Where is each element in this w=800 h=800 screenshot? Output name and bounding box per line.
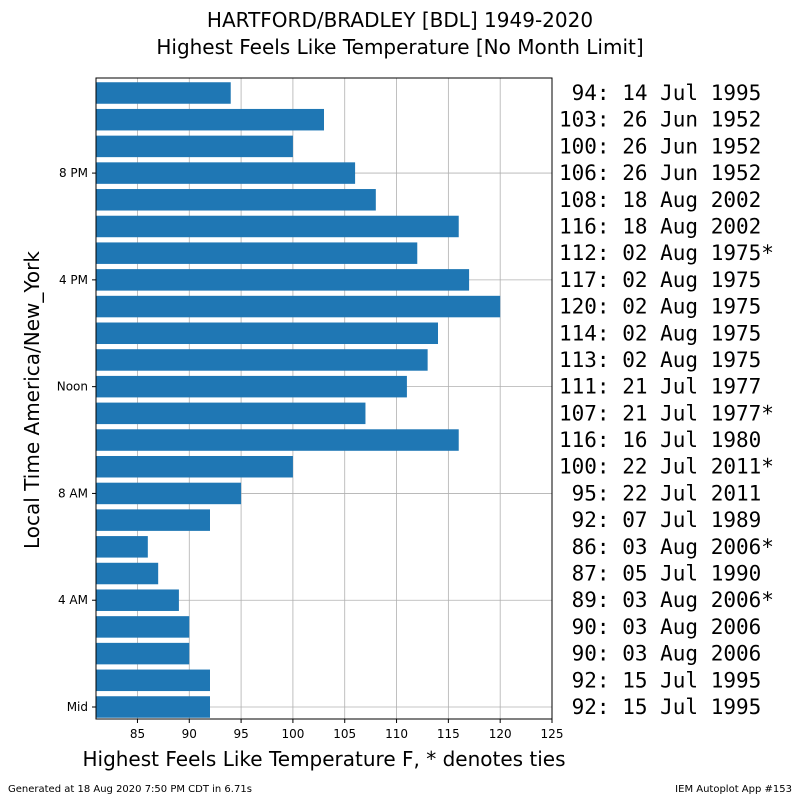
annotation-hour-11: 107: 21 Jul 1977* xyxy=(559,401,774,425)
bar-hour-5 xyxy=(96,562,159,585)
y-axis-label: Local Time America/New_York xyxy=(20,251,44,549)
annotation-hour-5: 87: 05 Jul 1990 xyxy=(559,562,761,586)
annotation-hour-18: 116: 18 Aug 2002 xyxy=(559,214,761,238)
annotation-hour-3: 90: 03 Aug 2006 xyxy=(559,615,761,639)
bar-hour-21 xyxy=(96,135,293,158)
bar-hour-12 xyxy=(96,375,407,398)
x-tick-label: 100 xyxy=(281,727,304,741)
annotation-hour-7: 92: 07 Jul 1989 xyxy=(559,508,761,532)
bar-hour-2 xyxy=(96,642,190,665)
y-tick-label: 8 AM xyxy=(58,486,88,500)
annotation-hour-16: 117: 02 Aug 1975 xyxy=(559,268,761,292)
x-tick-label: 105 xyxy=(333,727,356,741)
x-tick-label: 120 xyxy=(489,727,512,741)
x-tick-label: 85 xyxy=(130,727,145,741)
bar-hour-10 xyxy=(96,429,459,451)
annotation-hour-2: 90: 03 Aug 2006 xyxy=(559,642,761,666)
y-tick-label: 8 PM xyxy=(59,166,88,180)
bar-hour-23 xyxy=(96,82,231,104)
annotation-hour-21: 100: 26 Jun 1952 xyxy=(559,134,761,158)
annotation-hour-13: 113: 02 Aug 1975 xyxy=(559,348,761,372)
annotation-hour-10: 116: 16 Jul 1980 xyxy=(559,428,761,452)
y-ticks: Mid 4 AM 8 AM Noon 4 PM 8 PM xyxy=(57,166,96,714)
bar-hour-1 xyxy=(96,669,210,692)
y-tick-label: Mid xyxy=(67,700,88,714)
chart-subtitle: Highest Feels Like Temperature [No Month… xyxy=(156,35,644,59)
annotation-hour-1: 92: 15 Jul 1995 xyxy=(559,668,761,692)
x-tick-label: 125 xyxy=(541,727,564,741)
footer-app: IEM Autoplot App #153 xyxy=(675,784,792,795)
bar-hour-18 xyxy=(96,215,459,238)
annotation-hour-4: 89: 03 Aug 2006* xyxy=(559,588,774,612)
bars xyxy=(96,82,501,718)
bar-hour-4 xyxy=(96,589,179,611)
x-tick-label: 90 xyxy=(182,727,197,741)
annotation-hour-8: 95: 22 Jul 2011 xyxy=(559,481,761,505)
bar-hour-9 xyxy=(96,455,293,478)
annotation-hour-14: 114: 02 Aug 1975 xyxy=(559,321,761,345)
x-ticks: 85 90 95 100 105 110 115 120 125 xyxy=(130,719,564,741)
x-tick-label: 95 xyxy=(233,727,248,741)
bar-hour-19 xyxy=(96,189,376,211)
annotation-hour-19: 108: 18 Aug 2002 xyxy=(559,188,761,212)
bar-hour-8 xyxy=(96,482,242,505)
annotation-hour-15: 120: 02 Aug 1975 xyxy=(559,295,761,319)
x-tick-label: 110 xyxy=(385,727,408,741)
annotation-hour-9: 100: 22 Jul 2011* xyxy=(559,455,774,479)
chart-title: HARTFORD/BRADLEY [BDL] 1949-2020 xyxy=(206,8,594,32)
y-tick-label: 4 PM xyxy=(59,273,88,287)
y-tick-label: 4 AM xyxy=(58,593,88,607)
axes-frame xyxy=(95,77,553,720)
bar-hour-22 xyxy=(96,108,324,131)
annotations: 92: 15 Jul 1995 92: 15 Jul 1995 90: 03 A… xyxy=(559,81,774,719)
bar-hour-13 xyxy=(96,349,428,371)
annotation-hour-23: 94: 14 Jul 1995 xyxy=(559,81,761,105)
x-tick-label: 115 xyxy=(437,727,460,741)
annotation-hour-17: 112: 02 Aug 1975* xyxy=(559,241,774,265)
bar-hour-14 xyxy=(96,322,438,345)
y-tick-label: Noon xyxy=(57,380,88,394)
annotation-hour-12: 111: 21 Jul 1977 xyxy=(559,375,761,399)
x-axis-label: Highest Feels Like Temperature F, * deno… xyxy=(82,747,565,771)
bar-hour-7 xyxy=(96,509,210,531)
annotation-hour-22: 103: 26 Jun 1952 xyxy=(559,108,761,132)
footer-generated: Generated at 18 Aug 2020 7:50 PM CDT in … xyxy=(8,784,252,795)
bar-hour-3 xyxy=(96,616,190,638)
bar-hour-17 xyxy=(96,242,418,264)
annotation-hour-6: 86: 03 Aug 2006* xyxy=(559,535,774,559)
bar-hour-16 xyxy=(96,269,470,291)
bar-hour-11 xyxy=(96,402,366,425)
bar-hour-20 xyxy=(96,162,356,184)
annotation-hour-20: 106: 26 Jun 1952 xyxy=(559,161,761,185)
annotation-hour-0: 92: 15 Jul 1995 xyxy=(559,695,761,719)
bar-hour-6 xyxy=(96,536,148,558)
bar-hour-15 xyxy=(96,295,501,318)
bar-hour-0 xyxy=(96,696,210,718)
